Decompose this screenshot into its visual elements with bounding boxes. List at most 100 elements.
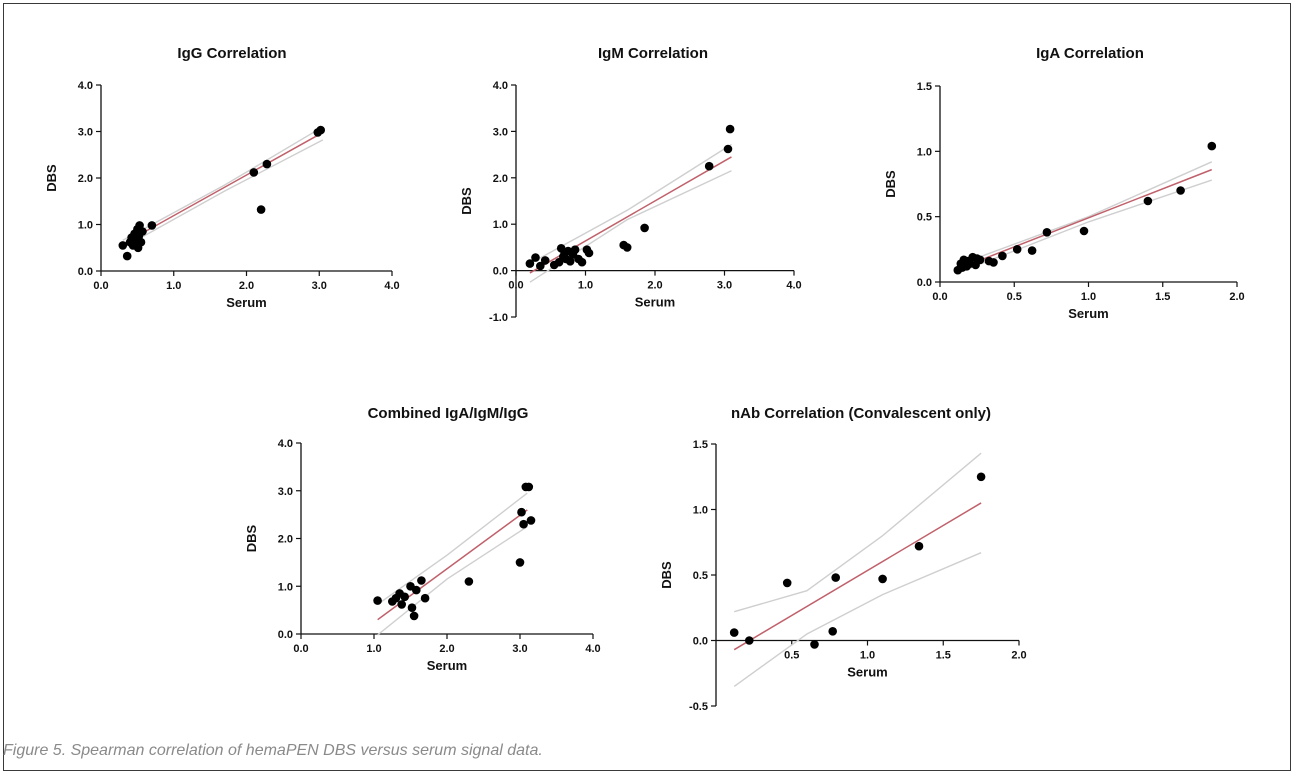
y-tick-label: 4.0 [278, 438, 293, 450]
x-tick-label: 0.0 [293, 643, 308, 655]
data-point [914, 541, 924, 551]
y-axis-label: DBS [459, 187, 474, 215]
data-point [570, 245, 580, 254]
y-tick-label: 0.0 [693, 636, 708, 648]
data-point [420, 593, 430, 603]
y-tick-label: 4.0 [78, 80, 93, 92]
y-tick-label: 1.0 [493, 219, 508, 231]
data-point [1176, 186, 1185, 195]
data-point [782, 578, 792, 588]
data-point [400, 592, 410, 602]
data-point [464, 577, 474, 586]
regression-line [733, 502, 982, 651]
y-tick-label: -0.5 [689, 701, 708, 713]
chart-title: IgA Correlation [1036, 45, 1144, 62]
x-tick-label: 3.0 [717, 280, 732, 292]
data-point [640, 223, 649, 233]
y-tick-label: 3.0 [78, 127, 93, 139]
data-point [998, 251, 1007, 261]
y-tick-label: 0.0 [78, 266, 93, 278]
chart-title: IgG Correlation [177, 45, 286, 62]
data-point [1027, 246, 1037, 255]
data-point [373, 596, 382, 605]
data-point [397, 600, 407, 609]
chart-svg-combined: Combined IgA/IgM/IgG 0.0 1.0 2.0 3.0 4.0 0.0 1.… [244, 405, 601, 673]
x-tick-label: 1.0 [366, 643, 381, 655]
data-point [526, 516, 536, 525]
ci-lower-line [122, 139, 324, 249]
x-tick-label: 1.5 [936, 650, 951, 662]
data-point [729, 628, 739, 637]
data-point [122, 251, 132, 261]
data-point [989, 258, 998, 267]
data-point [409, 611, 419, 621]
x-tick-label: 0.5 [1007, 291, 1022, 303]
data-point [540, 256, 550, 265]
y-tick-label: 4.0 [493, 80, 508, 92]
x-tick-label: 4.0 [786, 280, 801, 292]
chart-title: Combined IgA/IgM/IgG [368, 405, 529, 422]
x-tick-label: 4.0 [585, 643, 600, 655]
x-tick-label: 1.0 [1081, 291, 1096, 303]
data-point [536, 261, 545, 271]
data-point [147, 221, 157, 230]
y-axis-label: DBS [659, 561, 674, 589]
data-point [1207, 141, 1217, 151]
x-axis-label: Serum [635, 295, 675, 310]
data-point [407, 603, 417, 612]
chart-svg-nab: nAb Correlation (Convalescent only) -0.5 0… [659, 405, 1027, 713]
y-tick-label: 2.0 [278, 534, 293, 546]
data-point [828, 627, 837, 636]
data-point [878, 574, 887, 584]
y-tick-label: 0.0 [278, 629, 293, 641]
data-point [136, 237, 146, 247]
x-axis-label: Serum [847, 665, 887, 680]
data-point [577, 257, 587, 267]
data-point [622, 243, 632, 252]
chart-title: IgM Correlation [598, 45, 708, 62]
data-point [725, 124, 735, 134]
data-point [417, 576, 426, 585]
y-tick-label: 0.5 [917, 212, 932, 224]
y-tick-label: 3.0 [493, 126, 508, 138]
x-tick-label: 2.0 [239, 280, 254, 292]
data-point [1012, 245, 1022, 254]
x-axis-label: Serum [226, 295, 266, 310]
y-tick-label: 0.0 [493, 266, 508, 278]
data-point [525, 259, 535, 268]
y-axis-label: DBS [244, 524, 259, 552]
data-point [1042, 228, 1052, 237]
y-axis-label: DBS [44, 164, 59, 192]
data-point [524, 482, 534, 492]
x-tick-label: 2.0 [647, 280, 662, 292]
x-tick-label: 3.0 [312, 280, 327, 292]
ci-upper-line [734, 452, 982, 613]
y-tick-label: 3.0 [278, 486, 293, 498]
y-tick-label: 1.0 [278, 581, 293, 593]
data-point [831, 573, 840, 582]
x-tick-label: 4.0 [384, 280, 399, 292]
y-tick-label: 1.0 [693, 505, 708, 517]
x-tick-label: 1.5 [1155, 291, 1170, 303]
ci-upper-line [377, 492, 528, 605]
data-point [1079, 226, 1089, 236]
ci-upper-line [122, 126, 324, 241]
chart-svg-iga: IgA Correlation 0.0 0.5 1.0 1.5 0.0 0.5 1.0 1.5 2… [883, 45, 1245, 321]
x-tick-label: 1.0 [166, 280, 181, 292]
data-point [262, 159, 272, 169]
chart-svg-igg: IgG Correlation 0.0 1.0 2.0 3.0 4.0 0.0 1.0 2.0 3… [44, 45, 400, 310]
y-tick-label: 1.5 [693, 439, 708, 451]
data-point [745, 636, 754, 645]
y-tick-label: 2.0 [78, 173, 93, 185]
ci-upper-line [957, 161, 1213, 266]
data-point [138, 227, 147, 236]
chart-title: nAb Correlation (Convalescent only) [731, 405, 991, 422]
x-tick-label: 1.0 [860, 650, 875, 662]
x-tick-label: 0.0 [93, 280, 108, 292]
data-point [316, 125, 326, 135]
data-point [249, 168, 259, 177]
x-tick-label: 1.0 [578, 280, 593, 292]
y-tick-label: 0.0 [917, 277, 932, 289]
x-axis-label: Serum [1068, 306, 1108, 321]
data-point [412, 585, 421, 595]
